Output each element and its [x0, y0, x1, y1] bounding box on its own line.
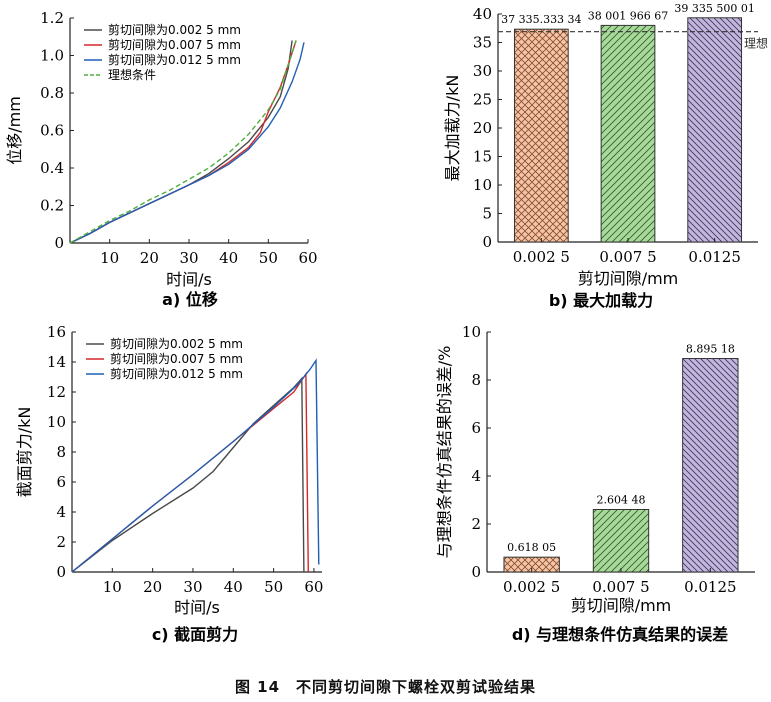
x-tick-label: 0.002 5: [513, 248, 570, 266]
legend-label-3: 剪切间隙为0.012 5 mm: [108, 52, 241, 67]
x-tick-label: 0.007 5: [592, 578, 649, 596]
y-tick-label: 30: [473, 62, 492, 80]
x-tick-label: 40: [224, 578, 243, 596]
bar-data-label-3: 39 335 500 01: [674, 2, 754, 15]
y-tick-label: 10: [47, 413, 66, 431]
bar-data-label-1: 37 335.333 34: [501, 13, 581, 26]
y-tick-label: 5: [482, 205, 492, 223]
x-tick-label: 50: [259, 249, 278, 267]
y-tick-label: 15: [473, 148, 492, 166]
legend-label-1: 剪切间隙为0.002 5 mm: [110, 336, 243, 351]
y-tick-label: 6: [56, 473, 66, 491]
bar-data-label-2: 2.604 48: [597, 493, 646, 506]
legend-label-2: 剪切间隙为0.007 5 mm: [110, 351, 243, 366]
chart-a-displacement: 时间/s 位移/mm a) 位移 0 0.2 0.4 0.6 0.8 1.0 1.2 10 20 30 4…: [5, 9, 318, 309]
y-tick-label: 20: [473, 119, 492, 137]
y-tick-label: 35: [473, 34, 492, 52]
x-tick-label: 30: [183, 578, 202, 596]
y-tick-label: 10: [473, 176, 492, 194]
y-tick-label: 0: [471, 563, 481, 581]
x-tick-label: 0.0125: [688, 248, 741, 266]
bar-1: [513, 28, 569, 243]
y-tick-label: 2: [56, 533, 66, 551]
x-tick-label: 40: [219, 249, 238, 267]
legend-label-4: 理想条件: [108, 67, 156, 82]
y-tick-label: 0.6: [40, 122, 64, 140]
legend-label-3: 剪切间隙为0.012 5 mm: [110, 366, 243, 381]
y-tick-label: 8: [471, 371, 481, 389]
y-axis-label: 与理想条件仿真结果的误差/%: [435, 346, 454, 559]
chart-caption: a) 位移: [162, 290, 218, 309]
y-tick-label: 10: [462, 323, 481, 341]
figure-caption: 图 14 不同剪切间隙下螺栓双剪试验结果: [234, 678, 537, 696]
series-line-3: [71, 358, 320, 573]
y-tick-label: 1.0: [40, 47, 64, 65]
y-tick-label: 12: [47, 383, 66, 401]
x-tick-label: 0.002 5: [503, 578, 560, 596]
series-line-3: [69, 42, 305, 244]
bar-3: [682, 358, 739, 573]
x-axis-label: 剪切间隙/mm: [571, 596, 672, 615]
y-axis-label: 截面剪力/kN: [15, 407, 34, 498]
chart-d-error: 剪切间隙/mm 与理想条件仿真结果的误差/% d) 与理想条件仿真结果的误差 0 2 4 6…: [435, 323, 755, 644]
x-tick-label: 20: [140, 249, 159, 267]
bar-2: [600, 24, 656, 243]
y-tick-label: 0.2: [40, 197, 64, 215]
x-tick-label: 10: [103, 578, 122, 596]
x-axis-label: 时间/s: [174, 598, 220, 617]
y-tick-label: 16: [47, 323, 66, 341]
y-tick-label: 0: [54, 234, 64, 252]
x-tick-label: 0.0125: [684, 578, 737, 596]
legend-label-2: 剪切间隙为0.007 5 mm: [108, 37, 241, 52]
y-tick-label: 1.2: [40, 9, 64, 27]
y-axis-label: 位移/mm: [5, 96, 24, 165]
chart-c-section-shear: 时间/s 截面剪力/kN c) 截面剪力 0 2 4 6 8 10 12 14 16 10 20 30 40 5…: [15, 323, 323, 644]
x-axis-label: 剪切间隙/mm: [578, 269, 679, 288]
bar-2: [592, 508, 650, 573]
series-line-2: [69, 40, 297, 244]
x-tick-label: 20: [143, 578, 162, 596]
x-tick-label: 60: [298, 249, 317, 267]
bar-3: [687, 17, 743, 243]
y-tick-label: 40: [473, 5, 492, 23]
y-tick-label: 0.8: [40, 84, 64, 102]
y-tick-label: 8: [56, 443, 66, 461]
x-tick-label: 30: [179, 249, 198, 267]
y-tick-label: 4: [56, 503, 66, 521]
chart-caption: c) 截面剪力: [152, 625, 238, 644]
series-line-1: [69, 40, 293, 244]
y-tick-label: 14: [47, 353, 66, 371]
x-tick-label: 60: [304, 578, 323, 596]
y-axis-label: 最大加载力/kN: [443, 75, 462, 182]
x-tick-label: 10: [100, 249, 119, 267]
x-tick-label: 0.007 5: [599, 248, 656, 266]
y-tick-label: 0: [482, 233, 492, 251]
y-tick-label: 25: [473, 91, 492, 109]
legend-label-1: 剪切间隙为0.002 5 mm: [108, 22, 241, 37]
bar-data-label-1: 0.618 05: [507, 541, 556, 554]
y-tick-label: 4: [471, 467, 481, 485]
y-tick-label: 0.4: [40, 159, 64, 177]
x-axis-label: 时间/s: [166, 270, 212, 289]
chart-b-max-load: 剪切间隙/mm 最大加载力/kN b) 最大加载力 0 5 10 15 20 25 30 35 40 3…: [443, 2, 768, 310]
chart-caption: d) 与理想条件仿真结果的误差: [512, 625, 728, 644]
reference-label: 理想: [744, 36, 768, 51]
y-tick-label: 2: [471, 515, 481, 533]
bar-data-label-3: 8.895 18: [686, 343, 735, 356]
series-line-1: [71, 376, 305, 573]
y-tick-label: 0: [56, 563, 66, 581]
x-tick-label: 50: [264, 578, 283, 596]
bar-data-label-2: 38 001 966 67: [588, 9, 668, 22]
series-line-4: [69, 40, 297, 244]
y-tick-label: 6: [471, 419, 481, 437]
chart-caption: b) 最大加载力: [549, 291, 653, 310]
